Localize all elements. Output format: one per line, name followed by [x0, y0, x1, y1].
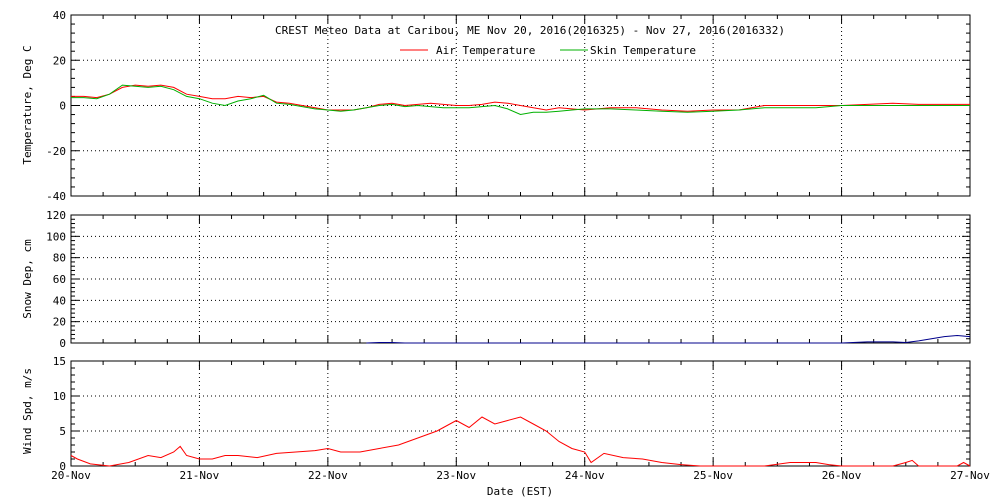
wind-series-0-line [70, 416, 971, 467]
y-tick-label: 40 [53, 294, 66, 307]
y-tick-label: -20 [46, 145, 66, 158]
snow-series-0-line [366, 334, 971, 344]
x-tick-label: 27-Nov [950, 469, 990, 482]
y-tick-label: 0 [59, 100, 66, 113]
y-tick-label: 40 [53, 9, 66, 22]
x-tick-label: 23-Nov [436, 469, 476, 482]
y-tick-label: -40 [46, 190, 66, 203]
x-tick-label: 25-Nov [693, 469, 733, 482]
y-tick-label: 10 [53, 390, 66, 403]
legend: Air Temperature Skin Temperature [400, 44, 696, 57]
y-tick-label: 60 [53, 273, 66, 286]
temperature-series-1-line [71, 84, 970, 116]
x-tick-label: 24-Nov [565, 469, 605, 482]
x-axis-label: Date (EST) [487, 485, 553, 498]
y-axis-label-snow: Snow Dep, cm [21, 239, 34, 319]
y-tick-label: 15 [53, 355, 66, 368]
x-tick-label: 26-Nov [822, 469, 862, 482]
y-tick-label: 120 [46, 209, 66, 222]
wind-speed-panel: 0 5 10 15 20-Nov 21-Nov 22-Nov 23-Nov 24-Nov 25-N… [51, 355, 990, 482]
snow-depth-panel: 0 20 40 60 80 100 120 [46, 209, 971, 350]
x-tick-label: 21-Nov [180, 469, 220, 482]
x-tick-label: 20-Nov [51, 469, 91, 482]
plot-frame [70, 360, 971, 467]
y-tick-label: 20 [53, 316, 66, 329]
y-axis-label-wind: Wind Spd, m/s [21, 368, 34, 454]
y-tick-label: 5 [59, 425, 66, 438]
chart-title: CREST Meteo Data at Caribou, ME Nov 20, … [275, 24, 785, 37]
legend-skin-label: Skin Temperature [590, 44, 696, 57]
temperature-panel: -40 -20 0 20 40 [46, 9, 971, 203]
y-axis-label-temperature: Temperature, Deg C [21, 45, 34, 164]
y-tick-label: 0 [59, 337, 66, 350]
temperature-series-0-line [71, 84, 970, 112]
legend-air-label: Air Temperature [436, 44, 535, 57]
y-tick-label: 80 [53, 252, 66, 265]
y-tick-label: 100 [46, 230, 66, 243]
x-tick-label: 22-Nov [308, 469, 348, 482]
y-tick-label: 0 [59, 460, 66, 473]
y-tick-label: 20 [53, 54, 66, 67]
